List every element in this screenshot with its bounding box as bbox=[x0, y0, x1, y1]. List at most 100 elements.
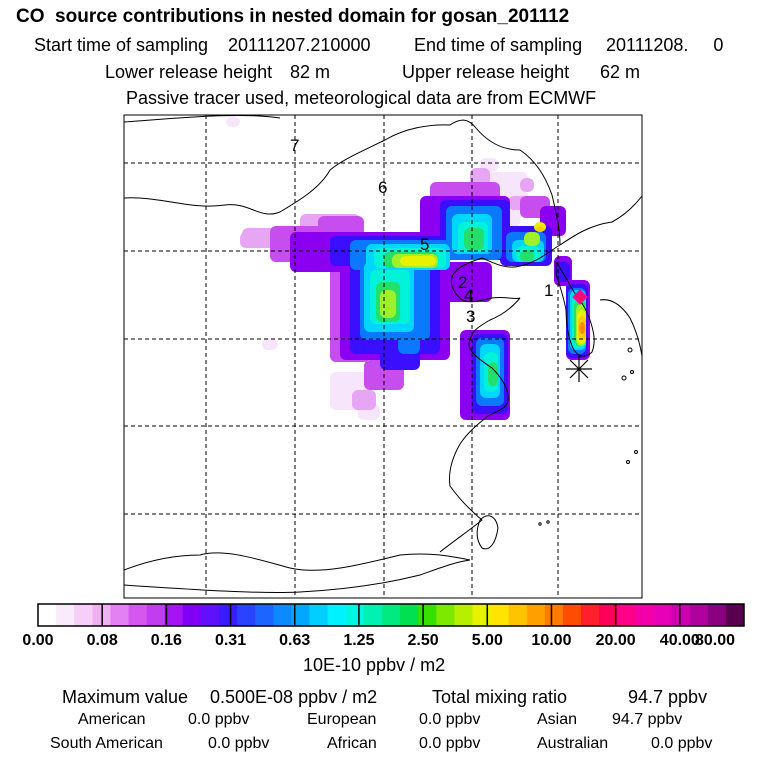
colorbar-swatch bbox=[400, 604, 419, 626]
region-label: 4 bbox=[464, 286, 473, 305]
colorbar-swatch bbox=[526, 604, 546, 626]
colorbar-tick-label: 0.16 bbox=[150, 632, 182, 649]
colorbar-tick-label: 10.00 bbox=[531, 632, 572, 649]
plume-cell bbox=[520, 250, 534, 262]
colorbar-swatch bbox=[345, 604, 365, 626]
plume-cell bbox=[464, 228, 484, 250]
region-label: 5 bbox=[420, 235, 429, 254]
region-name-european: European bbox=[307, 711, 377, 728]
border-northeast bbox=[559, 195, 642, 246]
colorbar bbox=[37, 603, 745, 627]
coastline-layer bbox=[124, 115, 642, 594]
upper-release-label: Upper release height bbox=[402, 62, 570, 82]
region-label: 1 bbox=[544, 281, 553, 300]
colorbar-tick-label: 1.25 bbox=[343, 632, 375, 649]
colorbar-tick-label: 0.00 bbox=[22, 632, 54, 649]
plume-cell bbox=[470, 168, 490, 186]
colorbar-tick-label: 40.00 bbox=[659, 632, 700, 649]
coastline-bohai bbox=[439, 244, 561, 553]
plume-cell bbox=[579, 322, 585, 334]
map-gridlines bbox=[124, 115, 642, 598]
colorbar-swatch bbox=[635, 604, 654, 626]
plume-cell bbox=[240, 232, 268, 248]
region-name-american: American bbox=[78, 711, 146, 728]
south-china-coast bbox=[124, 559, 471, 594]
lower-release-value: 82 m bbox=[290, 62, 331, 82]
coastline-north bbox=[124, 119, 561, 246]
region-name-south-american: South American bbox=[50, 735, 163, 752]
max-value-label: Maximum value bbox=[62, 687, 189, 707]
plume-cell bbox=[400, 256, 436, 266]
colorbar-swatch bbox=[200, 604, 220, 626]
colorbar-swatch bbox=[56, 604, 75, 626]
receptor-asterisk bbox=[566, 356, 592, 382]
colorbar-swatch bbox=[255, 604, 274, 626]
start-time-value: 20111207.210000 bbox=[228, 35, 371, 55]
map-frame bbox=[123, 114, 643, 599]
plot-title: CO source contributions in nested domain… bbox=[16, 6, 570, 27]
plume-cell bbox=[488, 362, 498, 386]
region-label: 7 bbox=[290, 136, 299, 155]
region-value-south-american: 0.0 ppbv bbox=[208, 735, 270, 752]
plume-cell bbox=[520, 178, 534, 192]
tracer-note: Passive tracer used, meteorological data… bbox=[126, 88, 597, 108]
colorbar-frame bbox=[37, 603, 745, 627]
region-value-american: 0.0 ppbv bbox=[188, 711, 250, 728]
end-time-label: End time of sampling bbox=[414, 35, 583, 55]
total-mixing-label: Total mixing ratio bbox=[432, 687, 568, 707]
source-diamond bbox=[572, 289, 588, 305]
colorbar-swatch bbox=[381, 604, 401, 626]
colorbar-tick-label: 0.08 bbox=[86, 632, 118, 649]
colorbar-swatch bbox=[490, 604, 510, 626]
colorbar-swatch bbox=[562, 604, 582, 626]
colorbar-swatch bbox=[472, 604, 491, 626]
colorbar-swatch bbox=[110, 604, 129, 626]
plume-cell bbox=[536, 226, 544, 232]
colorbar-swatch bbox=[128, 604, 148, 626]
colorbar-swatch bbox=[164, 604, 184, 626]
colorbar-unit: 10E-10 ppbv / m2 bbox=[303, 655, 446, 675]
plume-cell bbox=[380, 290, 396, 318]
plume-cell bbox=[262, 338, 278, 350]
colorbar-swatch bbox=[707, 604, 727, 626]
colorbar-swatch bbox=[671, 604, 691, 626]
colorbar-swatch bbox=[725, 604, 745, 626]
region-name-african: African bbox=[327, 735, 377, 752]
colorbar-swatch bbox=[599, 604, 618, 626]
colorbar-swatch bbox=[617, 604, 636, 626]
region-value-european: 0.0 ppbv bbox=[419, 711, 481, 728]
colorbar-swatch bbox=[544, 604, 564, 626]
plume-cell bbox=[352, 390, 376, 410]
colorbar-swatch bbox=[309, 604, 329, 626]
colorbar-swatch bbox=[38, 604, 57, 626]
region-label: 3 bbox=[466, 307, 475, 326]
colorbar-tick-label: 0.31 bbox=[214, 632, 247, 649]
plume-cell bbox=[432, 262, 492, 302]
colorbar-swatch bbox=[689, 604, 709, 626]
colorbar-tick-label: 20.00 bbox=[595, 632, 636, 649]
colorbar-swatch bbox=[508, 604, 528, 626]
colorbar-swatch bbox=[418, 604, 437, 626]
region-value-australian: 0.0 ppbv bbox=[651, 735, 713, 752]
upper-release-value: 62 m bbox=[600, 62, 641, 82]
small-islands bbox=[538, 347, 638, 526]
start-time-label: Start time of sampling bbox=[34, 35, 209, 55]
plume-cell bbox=[226, 117, 240, 127]
korea-peninsula bbox=[555, 260, 595, 357]
colorbar-swatch bbox=[363, 604, 383, 626]
colorbar-tick-label: 5.00 bbox=[471, 632, 503, 649]
colorbar-swatch bbox=[327, 604, 347, 626]
lower-release-label: Lower release height bbox=[105, 62, 273, 82]
colorbar-swatch bbox=[653, 604, 672, 626]
end-time-value: 20111208. 0 bbox=[606, 35, 724, 55]
plume-cell bbox=[524, 232, 540, 246]
total-mixing-value: 94.7 ppbv bbox=[628, 687, 708, 707]
region-value-asian: 94.7 ppbv bbox=[612, 711, 683, 728]
colorbar-swatch bbox=[237, 604, 256, 626]
max-value: 0.500E-08 ppbv / m2 bbox=[210, 687, 378, 707]
border-china-mongolia bbox=[124, 115, 281, 123]
colorbar-swatch bbox=[273, 604, 292, 626]
japan-island bbox=[599, 299, 642, 357]
colorbar-swatch bbox=[219, 604, 238, 626]
